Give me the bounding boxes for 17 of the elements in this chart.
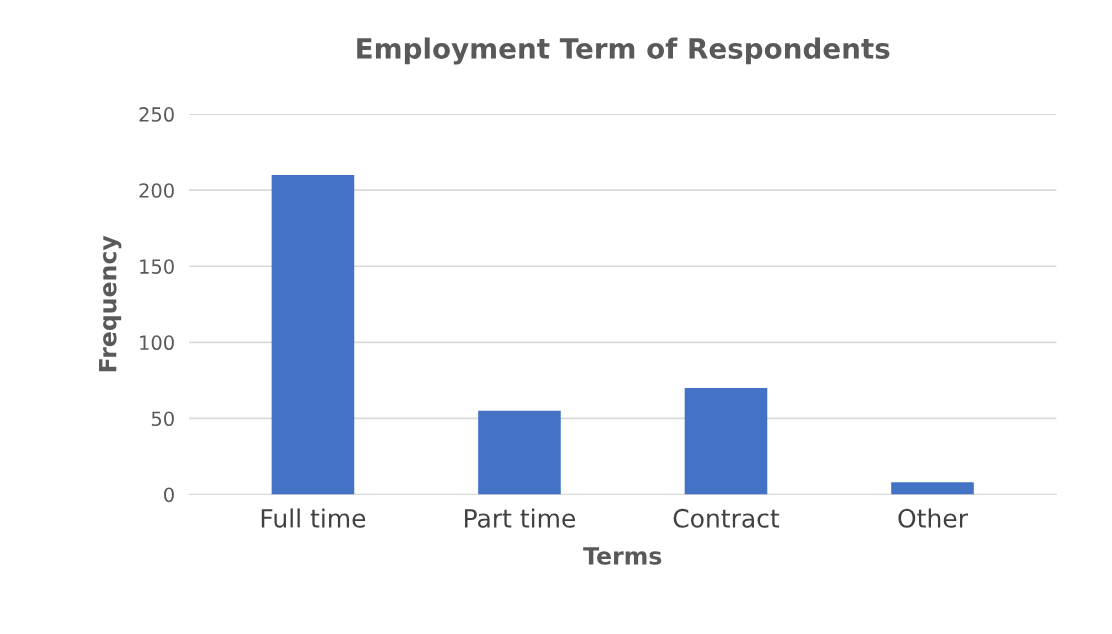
x-tick-label: Contract [673, 508, 780, 528]
y-tick-label: 250 [139, 107, 174, 122]
x-tick-label: Full time [261, 508, 366, 528]
y-tick-label: 0 [164, 487, 174, 503]
y-tick-label: 50 [151, 411, 174, 427]
x-tick-label: Part time [465, 508, 576, 528]
y-axis-title: Frequency [99, 235, 122, 372]
x-axis-title: Terms [583, 547, 662, 565]
chart-title: Employment Term of Respondents [357, 37, 890, 65]
bar [271, 174, 355, 495]
y-tick-label: 100 [140, 335, 174, 351]
x-tick-label: Other [898, 508, 968, 528]
y-tick-label: 200 [139, 183, 174, 198]
bar [684, 388, 768, 495]
y-tick-label: 150 [140, 259, 174, 274]
bar [891, 482, 974, 495]
bar [478, 410, 561, 495]
